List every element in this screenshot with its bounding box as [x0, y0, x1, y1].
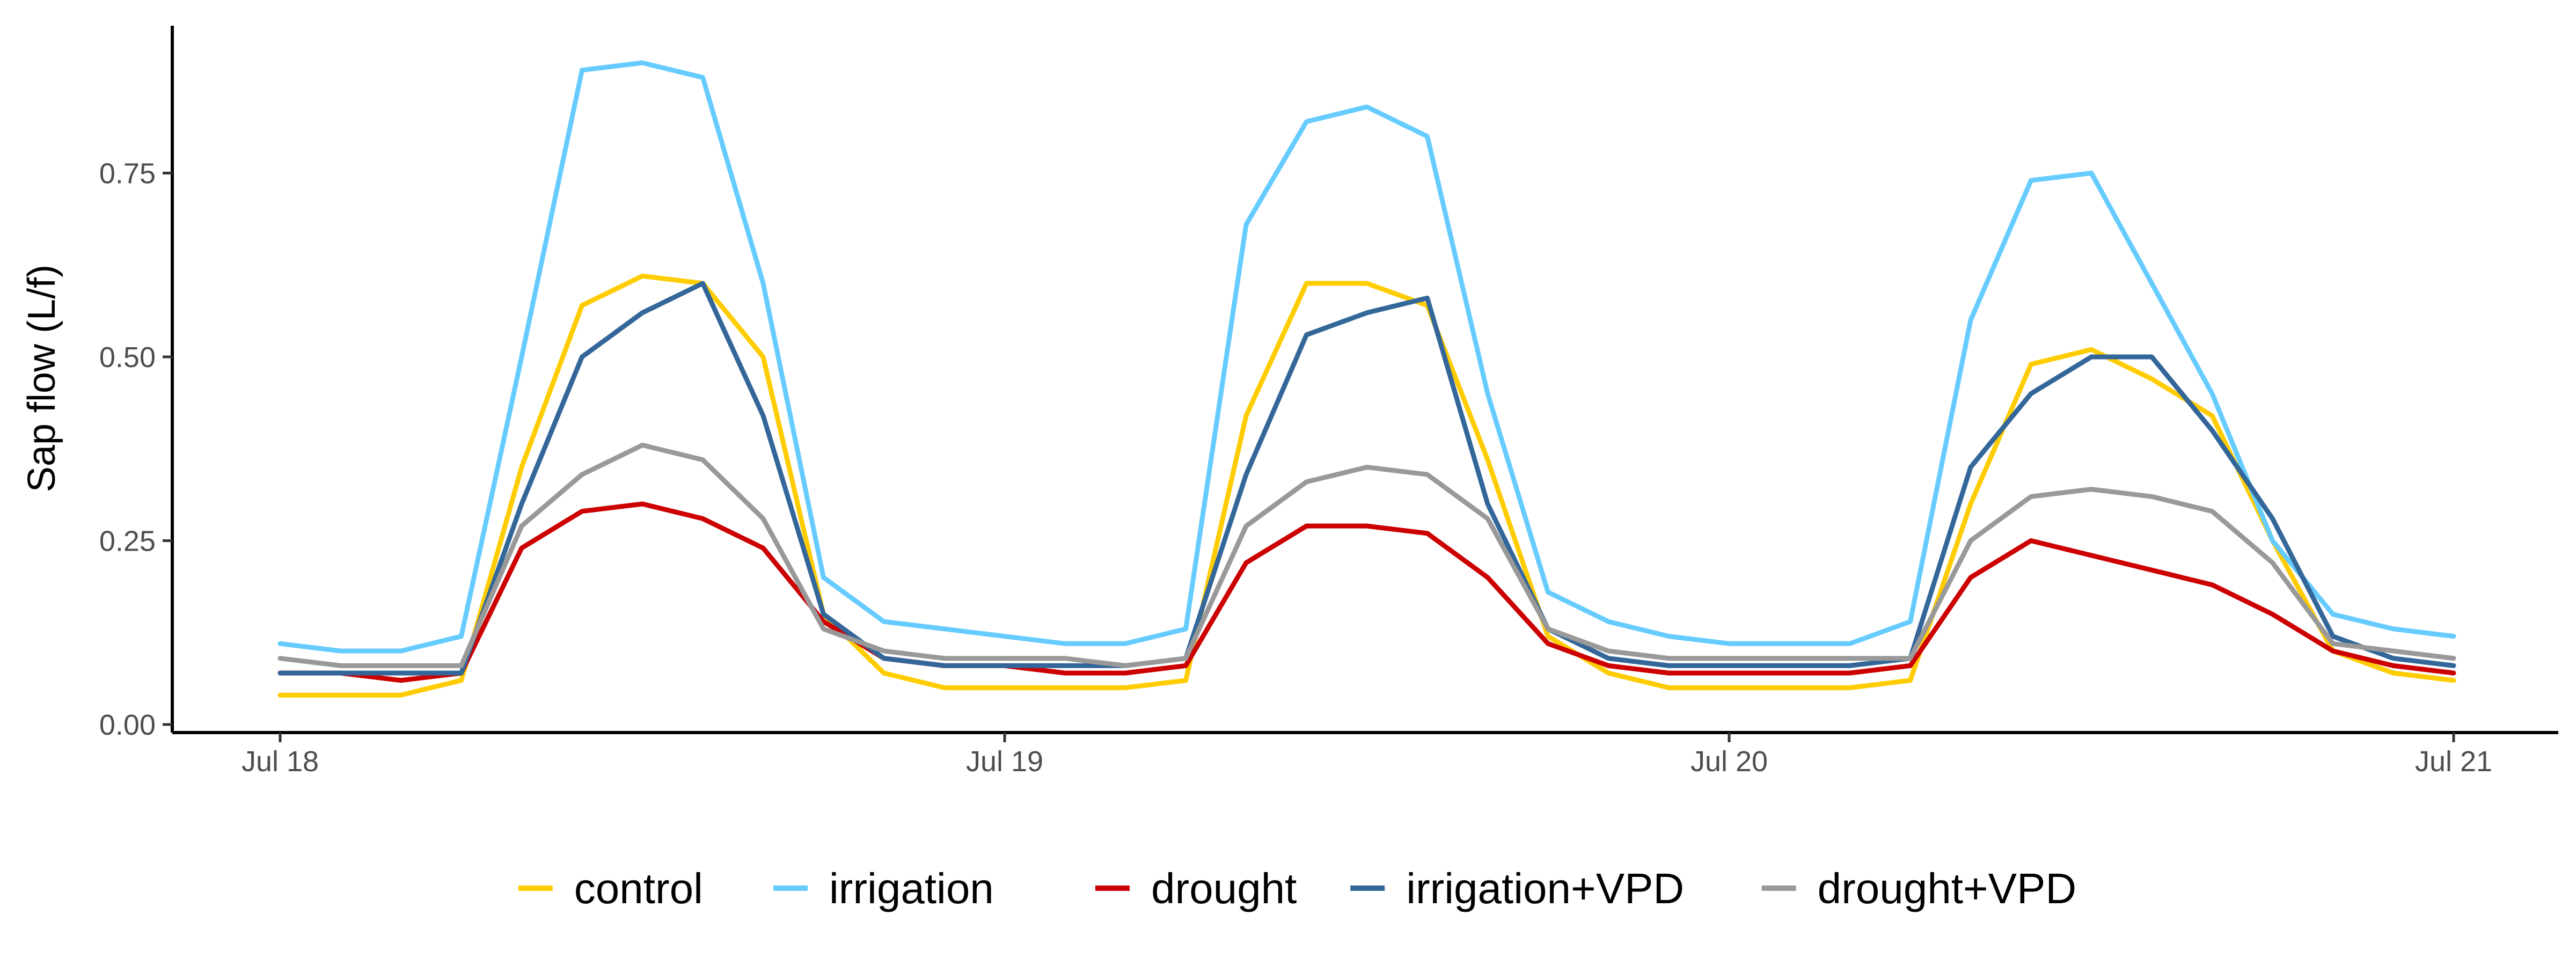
series-line-drought-vpd — [277, 442, 2456, 668]
y-tick-label: 0.50 — [99, 341, 156, 374]
y-tick-label: 0.00 — [99, 709, 156, 741]
series-line-control — [277, 273, 2456, 698]
series-line-drought — [277, 501, 2456, 683]
series-line-irrigation — [277, 60, 2456, 654]
legend-label-control: control — [574, 865, 703, 912]
x-tick-label: Jul 20 — [1690, 745, 1768, 778]
y-axis-ticks: 0.00 0.25 0.50 0.75 — [99, 158, 172, 741]
legend-label-drought-vpd: drought+VPD — [1818, 865, 2077, 912]
x-tick-label: Jul 21 — [2415, 745, 2492, 778]
x-tick-label: Jul 19 — [966, 745, 1043, 778]
legend: control irrigation drought irrigation+VPD dr… — [518, 865, 2076, 912]
x-axis-ticks: Jul 18 Jul 19 Jul 20 Jul 21 — [241, 733, 2492, 778]
legend-label-irrigation: irrigation — [829, 865, 994, 912]
legend-label-irrigation-vpd: irrigation+VPD — [1406, 865, 1684, 912]
y-tick-label: 0.25 — [99, 525, 156, 558]
plot-lines — [277, 60, 2456, 698]
legend-label-drought: drought — [1151, 865, 1297, 912]
y-tick-label: 0.75 — [99, 158, 156, 190]
y-axis-title: Sap flow (L/f) — [20, 265, 63, 492]
series-line-irrigation-vpd — [277, 281, 2456, 676]
x-tick-label: Jul 18 — [241, 745, 319, 778]
